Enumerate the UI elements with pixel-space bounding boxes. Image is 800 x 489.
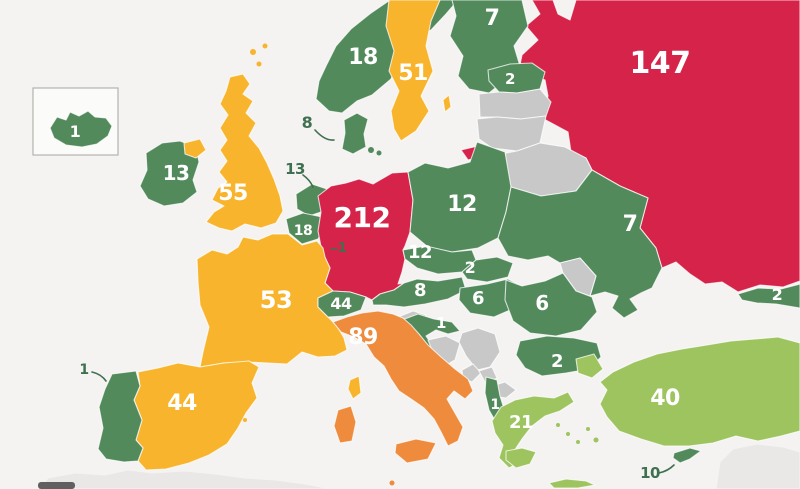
label-luxembourg-value: 1 <box>338 241 347 256</box>
country-switzerland <box>317 290 367 318</box>
island-malta <box>389 480 395 486</box>
label-germany-value: 212 <box>334 201 391 234</box>
country-estonia <box>487 62 546 94</box>
label-uk-value: 55 <box>218 181 248 206</box>
country-italy <box>332 310 474 447</box>
label-georgia-value: 2 <box>772 285 783 304</box>
island-aegean-3 <box>576 440 580 444</box>
island-balearic-1 <box>221 427 227 433</box>
pointer-denmark <box>314 129 335 141</box>
land-levant <box>715 443 800 489</box>
pointer-netherlands <box>302 174 314 188</box>
country-germany <box>317 171 414 301</box>
label-slovakia-value: 2 <box>465 258 476 277</box>
logo-fragment <box>38 482 75 489</box>
island-gotland <box>442 94 452 113</box>
label-italy-value: 89 <box>348 325 378 350</box>
country-cyprus <box>672 447 702 464</box>
label-portugal-value: 1 <box>79 362 88 378</box>
island-peloponnese <box>505 447 537 469</box>
country-uk-northern-ireland <box>183 138 207 159</box>
island-aegean-5 <box>593 437 599 443</box>
label-austria-value: 8 <box>414 280 426 301</box>
country-sweden <box>385 0 441 142</box>
island-sicily <box>394 438 437 464</box>
label-norway-value: 18 <box>348 45 378 70</box>
label-cyprus-value: 10 <box>640 464 660 482</box>
label-romania-value: 6 <box>535 291 548 315</box>
label-poland-value: 12 <box>447 192 477 217</box>
country-turkey <box>599 336 800 447</box>
island-crete <box>548 478 596 489</box>
island-shetland <box>262 43 268 49</box>
label-sweden-value: 51 <box>398 61 428 86</box>
land-north-africa <box>39 469 331 489</box>
island-zealand <box>368 147 374 153</box>
label-switzerland-value: 44 <box>330 294 352 313</box>
island-aegean-1 <box>556 423 560 427</box>
country-slovakia <box>461 256 514 283</box>
island-sardinia <box>333 405 357 444</box>
country-portugal <box>97 370 144 463</box>
label-netherlands-value: 13 <box>285 160 305 178</box>
country-latvia <box>478 88 552 120</box>
label-denmark-value: 8 <box>302 113 313 132</box>
country-denmark <box>341 112 369 155</box>
island-balearic-2 <box>231 423 237 429</box>
label-belgium-value: 18 <box>294 223 312 239</box>
country-ireland <box>139 140 200 207</box>
island-funen <box>376 150 382 156</box>
island-orkney <box>256 61 262 67</box>
label-finland-value: 7 <box>485 6 500 31</box>
label-russia-value: 147 <box>629 46 690 81</box>
label-czechia-value: 12 <box>408 242 432 263</box>
island-aegean-4 <box>586 427 590 431</box>
label-spain-value: 44 <box>167 391 197 416</box>
island-aegean-2 <box>566 432 570 436</box>
label-ireland-value: 13 <box>163 161 190 185</box>
label-croatia-value: 1 <box>436 314 446 332</box>
country-uk-great-britain <box>205 73 284 232</box>
pointer-cyprus <box>658 464 675 474</box>
country-romania <box>504 272 598 337</box>
label-bulgaria-value: 2 <box>551 351 563 372</box>
country-austria <box>371 276 467 308</box>
label-iceland-value: 1 <box>70 122 81 141</box>
label-ukraine-value: 7 <box>623 212 638 237</box>
country-serbia <box>458 327 501 371</box>
country-ukraine <box>497 169 663 319</box>
country-georgia <box>737 283 800 309</box>
label-turkey-value: 40 <box>650 386 680 411</box>
island-corsica <box>347 375 362 400</box>
label-hungary-value: 6 <box>472 288 484 309</box>
island-hebrides <box>250 49 256 55</box>
pointer-portugal <box>91 371 107 382</box>
country-turkey-european <box>575 353 604 379</box>
label-france-value: 53 <box>260 286 292 314</box>
label-estonia-value: 2 <box>505 70 515 88</box>
country-greece <box>491 391 575 469</box>
label-albania-value: 1 <box>490 397 499 413</box>
island-balearic-3 <box>243 418 247 422</box>
label-greece-value: 21 <box>509 412 533 433</box>
country-iceland <box>49 110 113 148</box>
